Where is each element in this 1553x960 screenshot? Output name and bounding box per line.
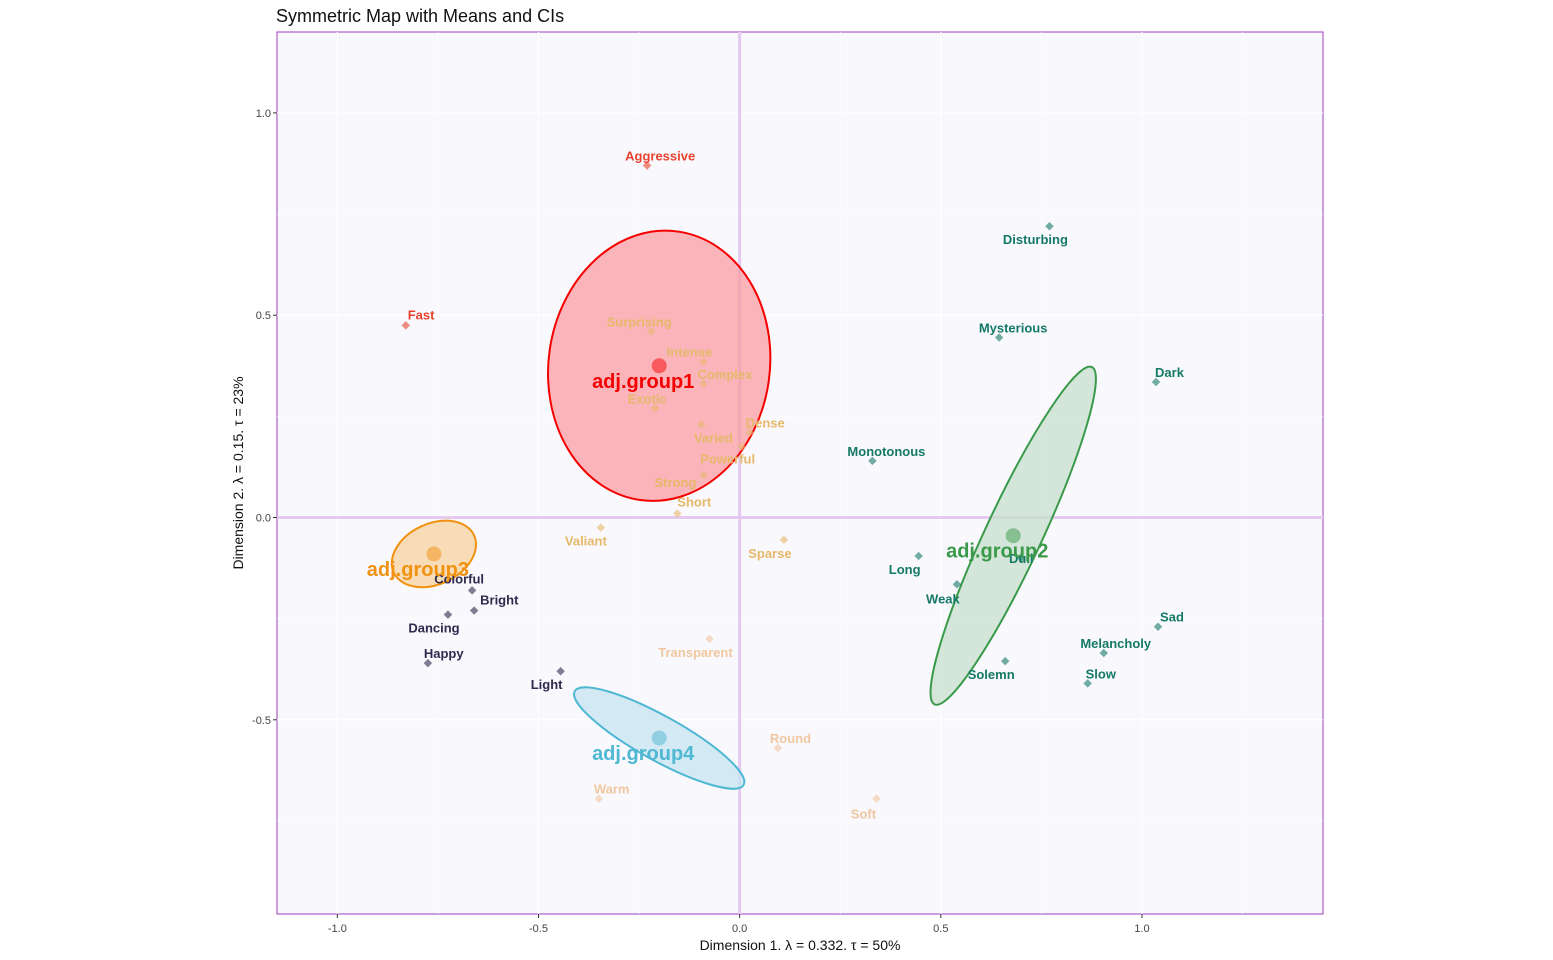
point-label-strong: Strong xyxy=(655,475,697,490)
point-marker-dancing xyxy=(443,610,453,619)
point-label-surprising: Surprising xyxy=(607,314,672,329)
point-label-colorful: Colorful xyxy=(434,571,484,586)
group-mean-adj-group1 xyxy=(651,358,667,374)
point-label-weak: Weak xyxy=(926,591,960,606)
x-tick-label: -0.5 xyxy=(529,923,548,935)
data-points: Aggressive Fast Surprising Intense Complex Ex… xyxy=(401,149,1185,822)
point-marker-weak xyxy=(952,580,962,589)
point-label-fast: Fast xyxy=(408,307,435,322)
point-marker-melancholy xyxy=(1099,648,1108,658)
group-means: adj.group1 adj.group2 adj.group3 adj.group4 xyxy=(367,358,1048,765)
point-marker-intense xyxy=(699,357,708,366)
point-marker-light xyxy=(556,667,565,676)
point-marker-colorful xyxy=(467,586,477,595)
x-tick-label: 0.5 xyxy=(933,923,948,935)
point-marker-fast xyxy=(401,321,410,330)
point-marker-solemn xyxy=(1000,656,1010,666)
point-marker-dull xyxy=(1017,553,1026,563)
point-label-exotic: Exotic xyxy=(628,391,667,406)
y-tick-label: -0.5 xyxy=(252,715,271,727)
point-marker-exotic xyxy=(650,404,660,413)
chart-title: Symmetric Map with Means and CIs xyxy=(276,6,564,26)
group-label-adj-group4: adj.group4 xyxy=(592,743,695,765)
x-tick-label: 0.0 xyxy=(732,923,747,935)
y-tick-label: 0.5 xyxy=(256,310,271,322)
x-tick-label: 1.0 xyxy=(1134,923,1149,935)
point-label-round: Round xyxy=(770,731,811,746)
point-label-intense: Intense xyxy=(667,345,713,360)
point-label-warm: Warm xyxy=(594,782,630,797)
point-marker-mysterious xyxy=(994,333,1004,342)
point-marker-complex xyxy=(699,379,708,389)
plot-panel xyxy=(276,31,1324,915)
point-marker-slow xyxy=(1083,679,1092,688)
point-marker-round xyxy=(773,743,783,753)
point-label-sad: Sad xyxy=(1160,610,1184,625)
x-tick-label: -1.0 xyxy=(328,923,347,935)
y-axis-ticks: -0.5 0.0 0.5 1.0 xyxy=(252,108,277,727)
point-label-soft: Soft xyxy=(851,807,877,822)
point-label-melancholy: Melancholy xyxy=(1080,636,1152,651)
group-mean-adj-group4 xyxy=(651,730,667,746)
y-tick-label: 1.0 xyxy=(256,108,271,120)
point-label-bright: Bright xyxy=(480,593,519,608)
point-marker-dark xyxy=(1151,377,1161,387)
point-label-dense: Dense xyxy=(746,416,785,431)
point-label-transparent: Transparent xyxy=(658,645,733,660)
point-label-happy: Happy xyxy=(424,646,465,661)
point-label-powerful: Powerful xyxy=(700,452,755,467)
point-marker-surprising xyxy=(646,327,656,336)
point-label-monotonous: Monotonous xyxy=(847,444,925,459)
point-marker-valiant xyxy=(596,523,606,532)
point-marker-short xyxy=(673,509,682,518)
point-label-disturbing: Disturbing xyxy=(1003,232,1068,247)
point-marker-transparent xyxy=(705,634,714,644)
group-label-adj-group3: adj.group3 xyxy=(367,559,469,581)
point-label-solemn: Solemn xyxy=(968,667,1015,682)
point-label-dull: Dull xyxy=(1009,551,1034,566)
group-label-adj-group2: adj.group2 xyxy=(946,541,1048,563)
point-label-slow: Slow xyxy=(1086,666,1117,681)
point-marker-sad xyxy=(1153,622,1163,631)
point-marker-strong xyxy=(699,470,708,480)
point-label-aggressive: Aggressive xyxy=(625,149,695,164)
x-axis-label: Dimension 1. λ = 0.332. τ = 50% xyxy=(700,937,901,953)
group-mean-adj-group2 xyxy=(1005,528,1021,544)
point-label-light: Light xyxy=(531,677,563,692)
point-marker-sparse xyxy=(779,535,789,544)
point-marker-warm xyxy=(594,794,604,803)
point-label-long: Long xyxy=(889,562,921,577)
point-marker-long xyxy=(914,551,923,561)
point-label-short: Short xyxy=(677,494,712,509)
y-tick-label: 0.0 xyxy=(256,513,271,525)
origin-lines xyxy=(277,32,1323,914)
y-axis-label: Dimension 2. λ = 0.15. τ = 23% xyxy=(230,376,246,569)
x-axis-ticks: -1.0 -0.5 0.0 0.5 1.0 xyxy=(328,914,1150,935)
point-label-valiant: Valiant xyxy=(565,534,608,549)
group-label-adj-group1: adj.group1 xyxy=(592,371,694,393)
point-label-complex: Complex xyxy=(697,367,753,382)
point-marker-dense xyxy=(745,428,754,437)
point-label-dancing: Dancing xyxy=(408,621,459,636)
group-mean-adj-group3 xyxy=(426,546,442,562)
point-marker-happy xyxy=(423,658,433,668)
point-marker-bright xyxy=(469,606,479,615)
point-marker-powerful xyxy=(737,442,746,451)
point-label-mysterious: Mysterious xyxy=(979,320,1048,335)
point-label-sparse: Sparse xyxy=(748,546,791,561)
point-marker-monotonous xyxy=(868,456,877,466)
point-label-dark: Dark xyxy=(1155,365,1185,380)
point-label-varied: Varied xyxy=(694,430,733,445)
point-marker-varied xyxy=(697,420,706,429)
point-marker-soft xyxy=(872,794,881,803)
